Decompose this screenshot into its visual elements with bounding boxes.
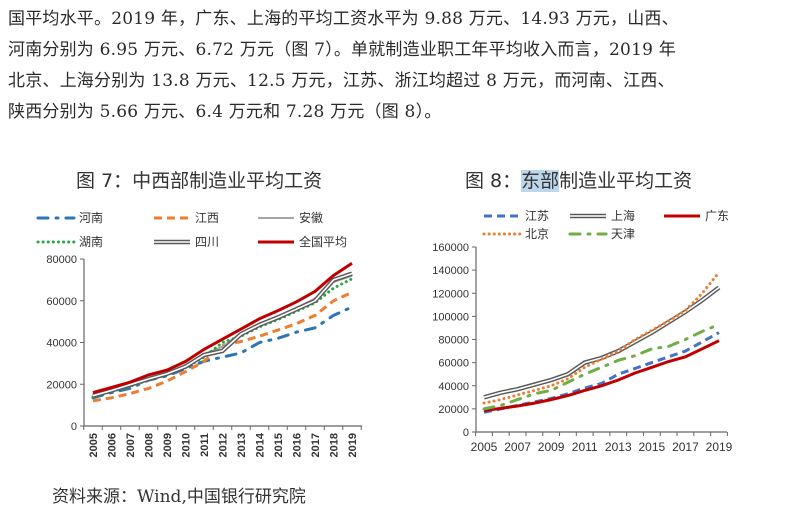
series-line: [482, 323, 721, 411]
x-tick-label: 2012: [218, 433, 230, 457]
legend-swatch: [484, 214, 520, 217]
paragraph-line: 北京、上海分别为 13.8 万元、12.5 万元，江苏、浙江均超过 8 万元，而…: [8, 71, 675, 91]
legend-item: 湖南: [36, 233, 103, 250]
y-tick-label: 0: [463, 427, 469, 439]
legend-label: 江苏: [525, 209, 550, 223]
x-tick-label: 2009: [538, 440, 565, 454]
legend-item: 四川: [152, 233, 219, 250]
y-tick-label: 140000: [432, 265, 469, 277]
y-tick-label: 20000: [438, 404, 469, 416]
legend-item: 安徽: [256, 209, 323, 226]
legend-item: 江西: [152, 209, 219, 226]
figure-8-title-main: 制造业平均工资: [559, 170, 693, 192]
legend-swatch: [482, 232, 522, 235]
legend-item: 天津: [568, 225, 635, 242]
series-line-inner: [92, 272, 353, 397]
x-tick-label: 2017: [310, 433, 322, 457]
legend-item: 北京: [482, 225, 549, 242]
series-北京: [482, 270, 721, 405]
x-tick-label: 2019: [347, 433, 359, 457]
x-tick-label: 2007: [125, 433, 137, 457]
series-line: [482, 270, 721, 405]
legend-label: 上海: [611, 209, 636, 223]
legend-label: 安徽: [299, 211, 324, 225]
x-tick-label: 2017: [672, 440, 699, 454]
x-tick-label: 2005: [471, 440, 498, 454]
y-tick-label: 40000: [46, 338, 77, 350]
legend-swatch: [154, 216, 190, 219]
y-tick-label: 100000: [432, 311, 469, 323]
legend-label: 广东: [705, 209, 730, 223]
legend-swatch: [154, 239, 190, 244]
x-tick-label: 2015: [273, 433, 285, 457]
figure-8-title-prefix: 图 8：: [465, 170, 522, 192]
y-tick-label: 40000: [438, 381, 469, 393]
legend-label: 全国平均: [299, 235, 348, 249]
x-tick-label: 2016: [292, 433, 304, 457]
x-tick-label: 2018: [329, 433, 341, 457]
series-天津: [482, 323, 721, 411]
paragraph-line: 陕西分别为 5.66 万元、6.4 万元和 7.28 万元（图 8）。: [8, 102, 442, 122]
legend-swatch: [36, 240, 76, 243]
x-tick-label: 2013: [236, 433, 248, 457]
x-tick-label: 2008: [144, 433, 156, 457]
series-全国平均: [92, 261, 353, 395]
y-tick-label: 60000: [46, 296, 77, 308]
series-四川: [92, 271, 353, 398]
legend-swatch: [568, 232, 608, 235]
series-line-inner: [483, 286, 720, 399]
figure-7-title: 图 7：中西部制造业平均工资: [76, 166, 322, 193]
y-tick-label: 20000: [46, 379, 77, 391]
x-tick-label: 2011: [199, 433, 211, 457]
x-tick-label: 2015: [639, 440, 666, 454]
series-广东: [483, 339, 720, 413]
legend-label: 江西: [195, 211, 220, 225]
x-tick-label: 2014: [255, 432, 267, 457]
legend-swatch: [570, 213, 606, 218]
legend-swatch: [36, 216, 76, 219]
legend-label: 北京: [525, 227, 550, 241]
legend-item: 广东: [662, 207, 729, 224]
legend-item: 江苏: [482, 207, 549, 224]
series-line-outer: [483, 285, 721, 400]
legend-swatch: [664, 214, 700, 217]
source-note: 资料来源：Wind,中国银行研究院: [52, 487, 306, 507]
figure-7-title-prefix: 图 7：: [76, 170, 133, 192]
legend-swatch: [258, 240, 294, 243]
legend-label: 河南: [79, 211, 104, 225]
x-tick-label: 2019: [706, 440, 733, 454]
y-tick-label: 0: [71, 421, 77, 433]
figure-8-title-highlight: 东部: [521, 170, 560, 192]
y-tick-label: 80000: [438, 335, 469, 347]
legend-label: 四川: [195, 235, 220, 249]
series-上海: [483, 285, 721, 400]
paragraph-line: 河南分别为 6.95 万元、6.72 万元（图 7）。单就制造业职工年平均收入而…: [8, 40, 676, 60]
x-tick-label: 2010: [181, 433, 193, 457]
legend-item: 河南: [36, 209, 103, 226]
x-tick-label: 2011: [572, 440, 598, 454]
paragraph-line: 国平均水平。2019 年，广东、上海的平均工资水平为 9.88 万元、14.93…: [8, 9, 679, 29]
legend-item: 全国平均: [256, 233, 347, 250]
y-tick-label: 60000: [438, 358, 469, 370]
figure-7-title-main: 中西部制造业平均工资: [132, 170, 323, 192]
x-tick-label: 2007: [504, 440, 531, 454]
legend-label: 湖南: [79, 235, 104, 249]
x-tick-label: 2006: [107, 433, 119, 457]
legend-label: 天津: [611, 227, 636, 241]
legend-swatch: [258, 216, 294, 219]
y-tick-label: 120000: [432, 288, 469, 300]
y-tick-label: 160000: [432, 242, 469, 254]
x-tick-label: 2005: [88, 433, 100, 457]
legend-item: 上海: [568, 207, 635, 224]
x-tick-label: 2013: [605, 440, 632, 454]
series-line: [91, 305, 354, 400]
y-tick-label: 80000: [46, 254, 77, 266]
x-tick-label: 2009: [162, 433, 174, 457]
series-line: [483, 339, 720, 413]
series-line: [92, 261, 353, 395]
figure-8-title: 图 8：东部制造业平均工资: [465, 166, 692, 193]
body-paragraph: 国平均水平。2019 年，广东、上海的平均工资水平为 9.88 万元、14.93…: [8, 4, 798, 128]
